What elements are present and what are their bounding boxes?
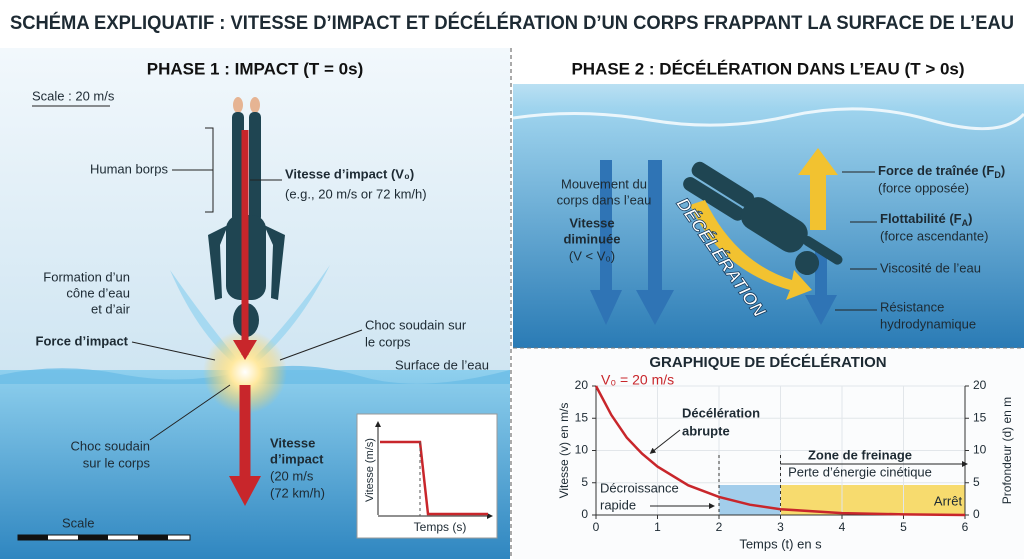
x-tick-label: 3 xyxy=(777,520,784,534)
drag-label-sub: D xyxy=(994,170,1001,180)
resistance-label: Résistance xyxy=(880,299,944,314)
y-tick-label: 5 xyxy=(581,475,588,489)
y2-tick-label: 10 xyxy=(973,443,987,457)
leader xyxy=(131,341,216,361)
x-tick-label: 0 xyxy=(593,520,600,534)
impact-bottom: (72 km/h) xyxy=(270,485,325,500)
impact-bottom: (20 m/s xyxy=(270,468,314,483)
drag-label-main: Force de traînée (F xyxy=(878,163,994,178)
diver-vertical xyxy=(208,97,285,337)
shock-label: le corps xyxy=(365,334,411,349)
shock-label: Choc soudain xyxy=(71,438,151,453)
speed-curve xyxy=(594,385,966,517)
leader xyxy=(149,384,231,441)
splash xyxy=(170,265,330,372)
y2-tick-label: 0 xyxy=(973,507,980,521)
rapid-label: Décroissance xyxy=(600,480,679,495)
scale-label: Scale xyxy=(62,515,95,530)
header xyxy=(0,0,1024,48)
movement-label: Mouvement du xyxy=(561,176,647,191)
buoyancy-label-end: ) xyxy=(968,211,972,226)
leader xyxy=(279,329,363,361)
abrupt-label: Décélération xyxy=(682,405,760,420)
cone-label: cône d’eau xyxy=(66,285,130,300)
inset-x-label: Temps (s) xyxy=(414,520,467,534)
x-tick-label: 5 xyxy=(900,520,907,534)
viscosity-label: Viscosité de l’eau xyxy=(880,260,981,275)
zone-label: Zone de freinage xyxy=(808,447,912,462)
page-title: SCHÉMA EXPLIQUATIF : VITESSE D’IMPACT ET… xyxy=(10,12,1014,34)
drag-arrow xyxy=(798,148,838,230)
y2-tick-label: 5 xyxy=(973,475,980,489)
drag-detail: (force opposée) xyxy=(878,180,969,195)
speed-label: Vitesse xyxy=(569,215,614,230)
y2-tick-label: 20 xyxy=(973,378,987,392)
diver-diagonal xyxy=(683,161,843,275)
abrupt-label: abrupte xyxy=(682,423,730,438)
arrowhead xyxy=(233,340,257,360)
body-bracket xyxy=(172,127,214,213)
leader xyxy=(649,429,681,454)
buoyancy-label: Flottabilité (FA) xyxy=(880,211,972,228)
phase2-title: PHASE 2 : DÉCÉLÉRATION DANS L’EAU (T > 0… xyxy=(571,59,964,78)
impact-label: Vitesse d’impact (V₀) xyxy=(285,166,414,181)
scale-bar xyxy=(17,534,191,541)
impact-bottom: d’impact xyxy=(270,451,324,466)
drag-label: Force de traînée (FD) xyxy=(878,163,1005,180)
x-tick-label: 1 xyxy=(654,520,661,534)
zone-label: Perte d’énergie cinétique xyxy=(788,464,932,479)
speed-label: (V < V₀) xyxy=(569,248,615,263)
x-tick-label: 2 xyxy=(716,520,723,534)
speed-label: diminuée xyxy=(563,231,620,246)
surface-label: Surface de l’eau xyxy=(395,357,489,372)
y-tick-label: 0 xyxy=(581,507,588,521)
impact-glow xyxy=(203,330,287,414)
y-tick-label: 20 xyxy=(575,378,589,392)
v0-label: V₀ = 20 m/s xyxy=(601,372,674,388)
resistance-label: hydrodynamique xyxy=(880,316,976,331)
x-tick-label: 6 xyxy=(962,520,969,534)
y-tick-label: 15 xyxy=(575,410,589,424)
deceleration-arrow xyxy=(690,200,812,300)
water-surface xyxy=(512,107,1024,131)
buoyancy-label-sub: A xyxy=(962,218,969,228)
shock-label: Choc soudain sur xyxy=(365,317,467,332)
y2-tick-label: 15 xyxy=(973,410,987,424)
down-arrows xyxy=(590,160,837,325)
stop-label: Arrêt xyxy=(934,493,963,508)
scale-label: Scale : 20 m/s xyxy=(32,88,115,103)
movement-label: corps dans l’eau xyxy=(557,192,652,207)
drag-label-end: ) xyxy=(1001,163,1005,178)
phase2-header xyxy=(513,48,1024,84)
cone-label: et d’air xyxy=(91,301,131,316)
graph-panel xyxy=(513,348,1024,559)
inset-y-label: Vitesse (m/s) xyxy=(364,438,376,502)
arrowhead xyxy=(229,476,261,506)
y-tick-label: 10 xyxy=(575,443,589,457)
x-axis-label: Temps (t) en s xyxy=(739,536,822,551)
force-label: Force d’impact xyxy=(36,333,129,348)
inset-chart: Vitesse (m/s) Temps (s) xyxy=(356,413,498,539)
phase1-title: PHASE 1 : IMPACT (T = 0s) xyxy=(147,59,363,78)
buoyancy-label-main: Flottabilité (F xyxy=(880,211,962,226)
y2-axis-label: Profondeur (d) en m xyxy=(1000,397,1014,504)
impact-detail: (e.g., 20 m/s or 72 km/h) xyxy=(285,186,427,201)
buoyancy-detail: (force ascendante) xyxy=(880,228,988,243)
y-axis-label: Vitesse (v) en m/s xyxy=(557,403,571,499)
shock-label: sur le corps xyxy=(83,455,151,470)
cone-label: Formation d’un xyxy=(43,269,130,284)
body-label: Human borps xyxy=(90,161,169,176)
rapid-label: rapide xyxy=(600,497,636,512)
graph-title: GRAPHIQUE DE DÉCÉLÉRATION xyxy=(649,354,886,371)
impact-bottom: Vitesse xyxy=(270,435,315,450)
x-tick-label: 4 xyxy=(839,520,846,534)
